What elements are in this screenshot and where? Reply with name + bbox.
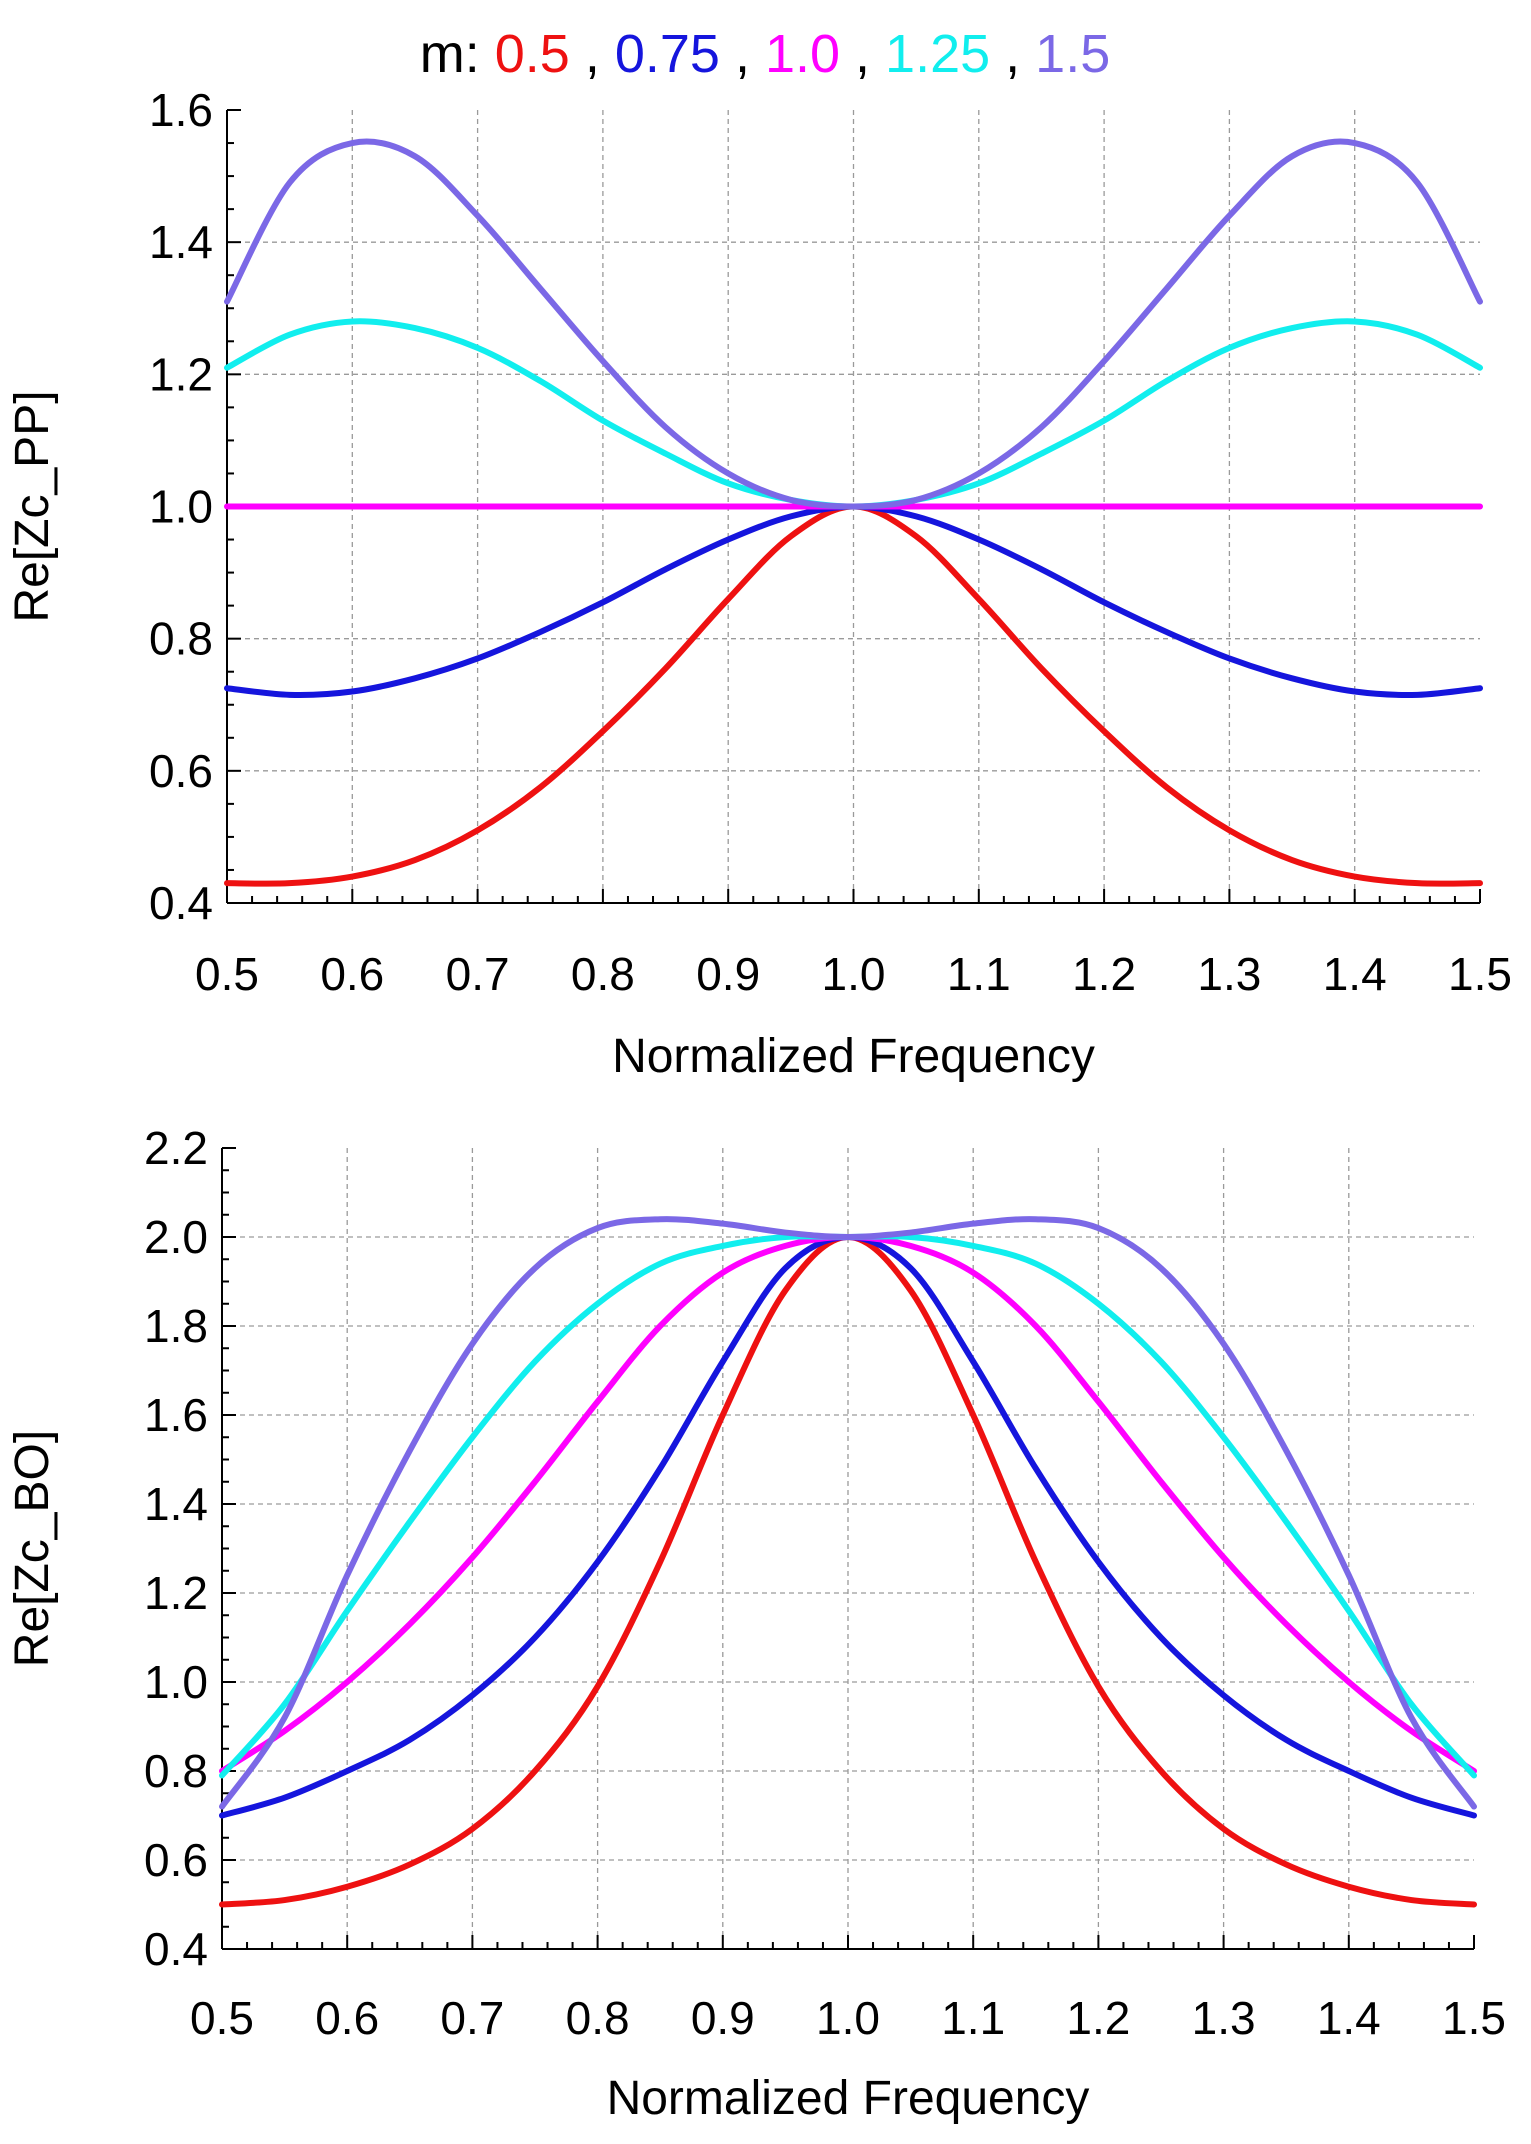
y-axis-title: Re[Zc_BO]	[6, 1430, 59, 1667]
x-tick-label: 0.6	[315, 1992, 379, 2044]
x-tick-label: 0.5	[195, 948, 259, 1000]
y-tick-label: 1.6	[149, 84, 213, 136]
x-tick-label: 1.5	[1442, 1992, 1506, 2044]
x-tick-label: 0.9	[691, 1992, 755, 2044]
y-tick-label: 1.4	[144, 1478, 208, 1530]
y-tick-label: 2.0	[144, 1211, 208, 1263]
series-line-m-1-25	[219, 1233, 1477, 1779]
x-ticks: 0.5 0.6 0.7 0.8 0.9 1.0 1.1 1.2 1.3 1.4 1.5	[190, 1935, 1506, 2044]
y-tick-label: 0.8	[149, 613, 213, 665]
x-tick-label: 1.3	[1192, 1992, 1256, 2044]
x-tick-label: 1.4	[1323, 948, 1387, 1000]
y-tick-label: 1.8	[144, 1300, 208, 1352]
series-group	[224, 138, 1483, 887]
x-axis-title: Normalized Frequency	[612, 1030, 1095, 1083]
x-tick-label: 1.5	[1448, 948, 1512, 1000]
x-axis-title: Normalized Frequency	[607, 2072, 1090, 2125]
x-tick-label: 0.5	[190, 1992, 254, 2044]
y-tick-label: 0.8	[144, 1745, 208, 1797]
y-tick-label: 0.6	[144, 1834, 208, 1886]
x-tick-label: 0.6	[320, 948, 384, 1000]
legend-line: m: 0.5 , 0.75 , 1.0 , 1.25 , 1.5	[420, 24, 1111, 84]
series-group	[219, 1216, 1477, 1908]
x-tick-label: 1.2	[1066, 1992, 1130, 2044]
x-tick-label: 0.8	[566, 1992, 630, 2044]
grid	[222, 1148, 1474, 1949]
legend-entry-1-25: 1.25	[885, 24, 990, 84]
y-tick-label: 1.6	[144, 1389, 208, 1441]
x-tick-label: 1.4	[1317, 1992, 1381, 2044]
y-tick-label: 1.2	[144, 1567, 208, 1619]
y-axis-title: Re[Zc_PP]	[6, 390, 59, 622]
y-tick-label: 0.4	[144, 1923, 208, 1975]
x-tick-label: 1.1	[941, 1992, 1005, 2044]
y-tick-label: 1.2	[149, 348, 213, 400]
y-tick-label: 0.6	[149, 745, 213, 797]
legend-prefix: m:	[420, 24, 495, 84]
legend: m: 0.5 , 0.75 , 1.0 , 1.25 , 1.5	[420, 24, 1111, 84]
legend-separator: ,	[840, 24, 885, 84]
y-tick-label: 0.4	[149, 877, 213, 929]
y-tick-label: 1.0	[144, 1656, 208, 1708]
legend-separator: ,	[570, 24, 615, 84]
x-tick-label: 1.3	[1197, 948, 1261, 1000]
legend-entry-0-75: 0.75	[615, 24, 720, 84]
chart-re-zc-bo: 0.5 0.6 0.7 0.8 0.9 1.0 1.1 1.2 1.3 1.4 1.50.40.60…	[6, 1122, 1506, 2125]
legend-separator: ,	[720, 24, 765, 84]
chart-re-zc-pp: 0.5 0.6 0.7 0.8 0.9 1.0 1.1 1.2 1.3 1.4 1.50.40.60…	[6, 84, 1512, 1083]
y-tick-label: 2.2	[144, 1122, 208, 1174]
y-ticks: 0.4 0.6 0.8 1.0 1.2 1.4 1.6	[149, 84, 241, 929]
series-line-m-1-5	[219, 1216, 1477, 1810]
x-tick-label: 0.7	[440, 1992, 504, 2044]
x-tick-label: 0.7	[446, 948, 510, 1000]
x-ticks: 0.5 0.6 0.7 0.8 0.9 1.0 1.1 1.2 1.3 1.4 1.5	[195, 889, 1512, 1000]
x-tick-label: 0.9	[696, 948, 760, 1000]
legend-entry-1-0: 1.0	[765, 24, 840, 84]
legend-entry-0-5: 0.5	[495, 24, 570, 84]
y-tick-label: 1.0	[149, 481, 213, 533]
series-line-m-1-5	[224, 138, 1483, 510]
x-tick-label: 1.1	[947, 948, 1011, 1000]
x-tick-label: 1.2	[1072, 948, 1136, 1000]
x-tick-label: 1.0	[816, 1992, 880, 2044]
x-tick-label: 0.8	[571, 948, 635, 1000]
y-tick-label: 1.4	[149, 216, 213, 268]
legend-separator: ,	[990, 24, 1035, 84]
legend-entry-1-5: 1.5	[1035, 24, 1110, 84]
x-tick-label: 1.0	[822, 948, 886, 1000]
series-line-m-1-25	[224, 318, 1483, 510]
